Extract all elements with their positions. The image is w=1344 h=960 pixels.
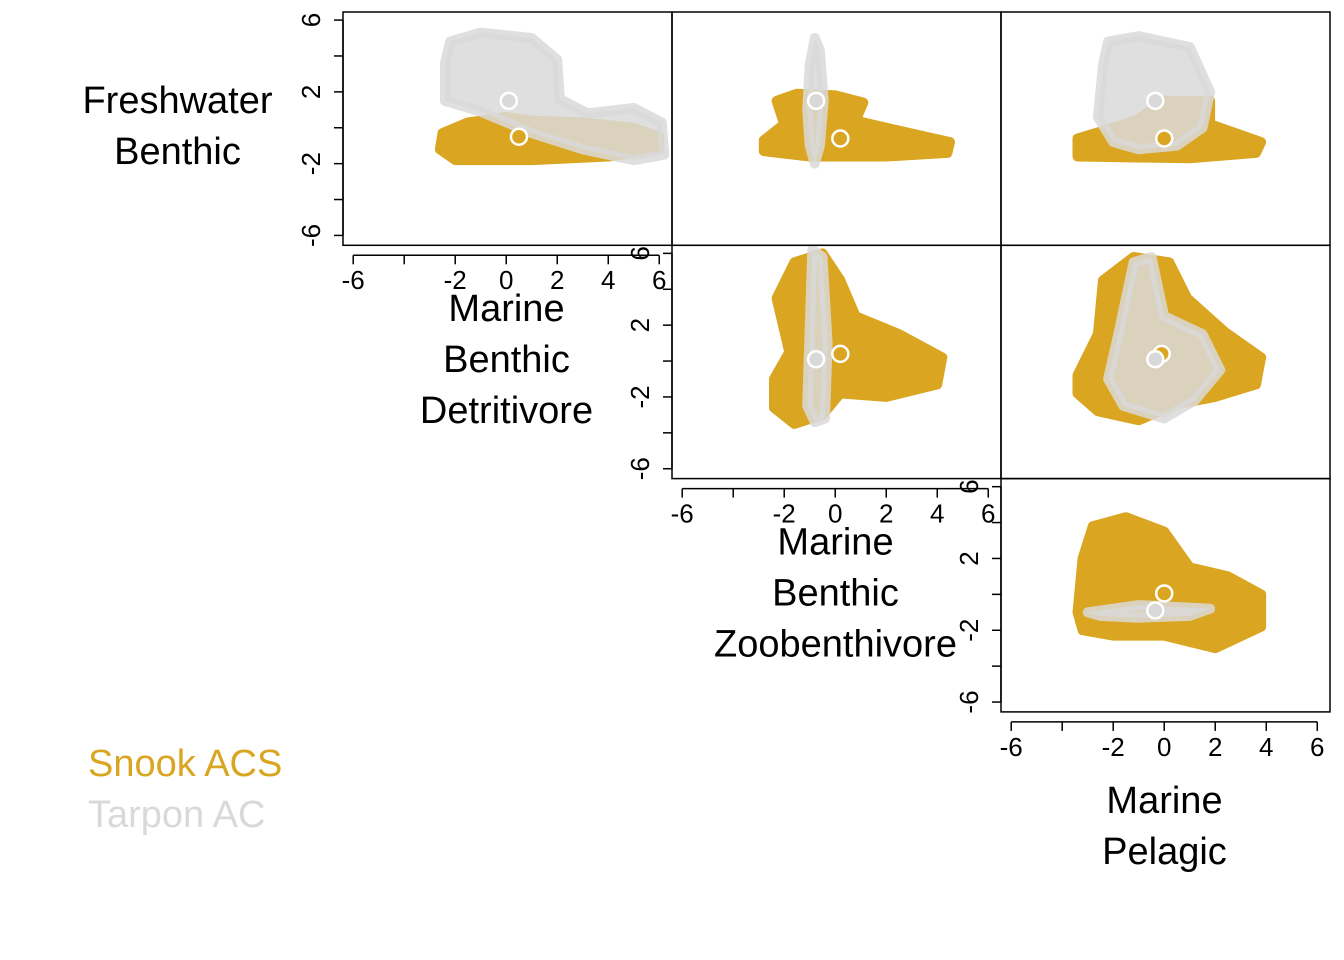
panel-plot [1072,252,1267,426]
niche-region [758,88,955,162]
panel [1000,11,1331,247]
x-tick-label: -6 [342,265,365,295]
y-tick-label: 6 [625,246,655,260]
x-tick-label: -6 [1000,732,1023,762]
niche-region [1103,252,1226,424]
y-tick-label: -2 [296,152,326,175]
mean-point [806,350,826,369]
panel [1000,244,1331,480]
panel: -6-226-6 -2 0 2 4 6 [625,244,1002,528]
x-tick-label: -2 [1102,732,1125,762]
niche-region [1072,512,1267,654]
niche-region [440,27,670,166]
x-tick-label: 4 [601,265,615,295]
mean-point [1146,91,1165,111]
variable-label: Marine Benthic Zoobenthivore [714,521,957,665]
mean-point [1146,601,1165,620]
y-tick-label: -2 [954,619,984,642]
mean-point [1154,129,1174,148]
niche-region [769,248,948,429]
panel: -6-226-6 -2 0 2 4 6 [296,11,673,295]
panel-plot [758,33,955,169]
panel-plot [1072,512,1267,654]
panel-plot [1072,31,1267,164]
x-tick-label: -6 [671,498,694,528]
panel: -6 -2 2 6 -6 -2 0 2 4 6 [954,477,1331,762]
x-tick-label: 6 [652,265,666,295]
x-tick-label: 4 [930,498,944,528]
mean-point [806,91,826,111]
legend-entry: Snook ACS [88,743,282,785]
x-tick-label: 6 [981,498,995,528]
mean-point [499,91,519,111]
x-tick-label: 2 [1208,732,1222,762]
x-tick-label: -2 [773,498,796,528]
variable-label: Freshwater Benthic [82,80,272,173]
panel-plot [434,27,670,166]
x-tick-label: 0 [828,498,842,528]
x-tick-label: 0 [1157,732,1171,762]
niche-region [802,245,833,428]
y-tick-label: 2 [625,318,655,332]
mean-point [831,344,850,364]
mean-point [1146,350,1165,369]
mean-point [831,129,850,148]
y-tick-label: 6 [296,13,326,27]
y-tick-label: -6 [954,690,984,713]
y-tick-label: -6 [625,457,655,480]
x-tick-label: 2 [550,265,564,295]
x-tick-label: 4 [1259,732,1273,762]
variable-label: Marine Benthic Detritivore [420,288,593,432]
panel [671,11,1002,247]
mean-point [509,127,529,146]
x-tick-label: 0 [499,265,513,295]
y-tick-label: 2 [296,85,326,99]
x-tick-label: 6 [1310,732,1324,762]
y-tick-label: -6 [296,224,326,247]
legend-entry: Tarpon AC [88,794,265,836]
panel-plot [769,245,948,429]
y-tick-label: 6 [954,479,984,493]
variable-label: Marine Pelagic [1102,780,1227,873]
x-tick-label: -2 [444,265,467,295]
x-tick-label: 2 [879,498,893,528]
y-tick-label: -2 [625,385,655,408]
mean-point [1154,584,1174,603]
y-tick-label: 2 [954,551,984,565]
